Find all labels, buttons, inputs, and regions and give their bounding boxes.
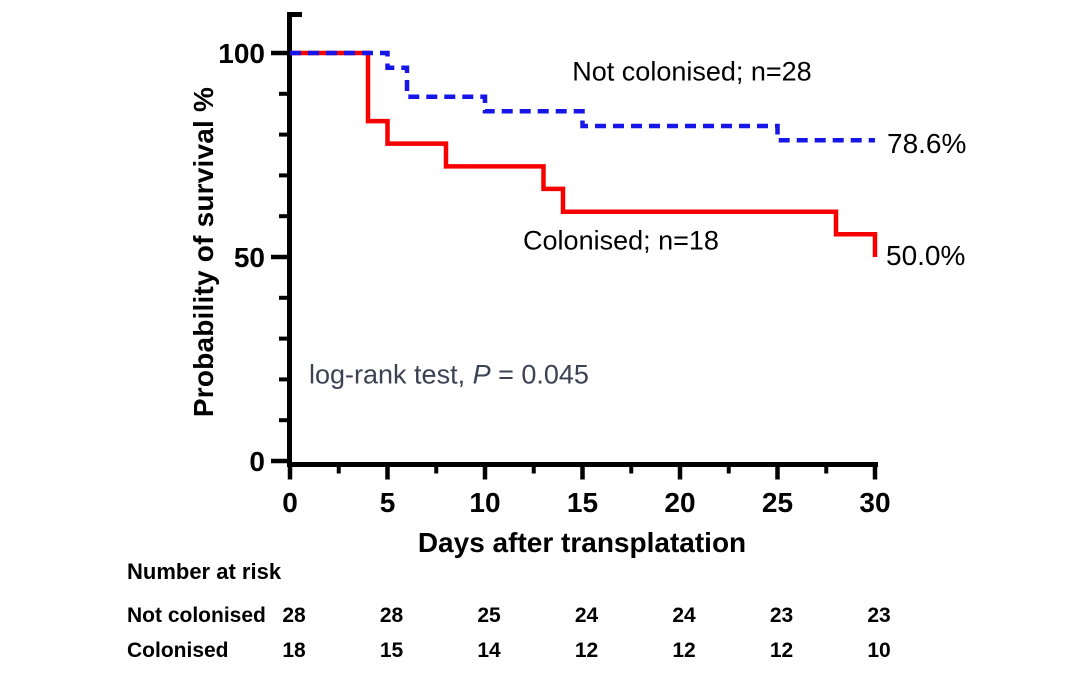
risk-row-label-not-colonised: Not colonised	[127, 604, 266, 627]
x-axis-title: Days after transplatation	[417, 527, 747, 558]
logrank-text: log-rank test,	[309, 359, 473, 390]
risk-value: 24	[574, 604, 599, 627]
y-tick-label: 0	[249, 446, 265, 477]
p-symbol: P	[472, 359, 491, 390]
risk-row-label-colonised: Colonised	[127, 639, 229, 662]
x-tick-label: 20	[664, 487, 695, 518]
y-axis-title: Probability of survival %	[188, 86, 219, 418]
x-tick-label: 25	[762, 487, 793, 518]
y-tick-label: 100	[218, 38, 265, 69]
risk-value: 25	[477, 604, 501, 627]
y-tick-label: 50	[234, 242, 265, 273]
logrank-annotation: log-rank test, P = 0.045	[309, 360, 589, 391]
survival-curve-colonised	[290, 50, 878, 257]
risk-value: 23	[867, 604, 891, 627]
risk-value: 12	[574, 639, 599, 662]
end-label-not-colonised: 78.6%	[887, 128, 967, 159]
risk-value: 15	[379, 639, 404, 662]
survival-curve-not-colonised	[290, 50, 875, 143]
risk-value: 28	[379, 604, 404, 627]
risk-value: 23	[769, 604, 794, 627]
legend-label-not-colonised: Not colonised; n=28	[572, 56, 812, 87]
risk-value: 12	[672, 639, 696, 662]
x-tick-label: 15	[567, 487, 598, 518]
end-label-colonised: 50.0%	[886, 240, 966, 271]
x-tick-label: 30	[859, 487, 890, 518]
risk-value: 18	[282, 639, 306, 662]
risk-table-title: Number at risk	[127, 559, 282, 584]
risk-value: 10	[867, 639, 891, 662]
legend-label-colonised: Colonised; n=18	[523, 225, 719, 256]
risk-value: 14	[477, 639, 501, 662]
x-tick-label: 0	[282, 487, 298, 518]
p-value: = 0.045	[490, 359, 589, 390]
x-tick-label: 10	[469, 487, 500, 518]
x-tick-label: 5	[380, 487, 396, 518]
risk-value: 12	[769, 639, 794, 662]
risk-value: 24	[672, 604, 696, 627]
risk-value: 28	[282, 604, 306, 627]
